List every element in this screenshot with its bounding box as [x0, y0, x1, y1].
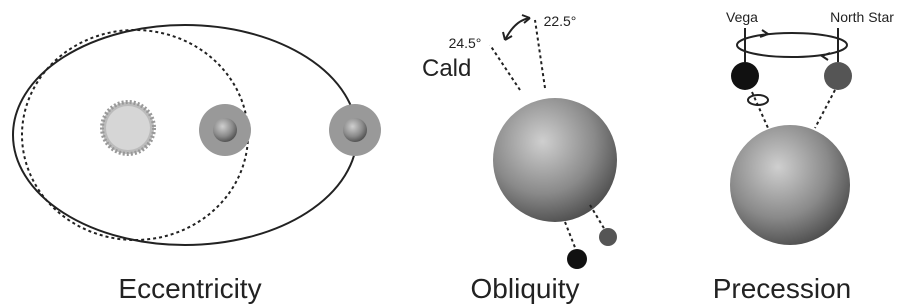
- panel-title: Eccentricity: [118, 273, 261, 304]
- precession-panel: Vega North Star Precession: [713, 9, 894, 304]
- angle-label: 22.5°: [544, 13, 577, 29]
- earth: [493, 98, 617, 222]
- axis-line: [565, 222, 576, 250]
- star-label: North Star: [830, 9, 894, 25]
- panel-title: Obliquity: [471, 273, 580, 304]
- star-label: Vega: [726, 9, 758, 25]
- pole-ball: [731, 62, 759, 90]
- axis-line: [815, 90, 835, 128]
- earth: [213, 118, 237, 142]
- overlay-label: Cald: [422, 55, 471, 82]
- axis-line: [490, 45, 520, 90]
- pole-dot: [567, 249, 587, 269]
- angle-label: 24.5°: [449, 35, 482, 51]
- axis-line: [535, 20, 545, 88]
- earth: [343, 118, 367, 142]
- obliquity-panel: 24.5° 22.5° Cald Obliquity: [422, 13, 617, 304]
- pole-dot: [599, 228, 617, 246]
- precession-orbit: [737, 33, 847, 57]
- earth: [730, 125, 850, 245]
- diagram: Eccentricity 24.5° 22.5° Cald Obliquity …: [0, 0, 901, 304]
- sun-core: [106, 106, 150, 150]
- orbit-ellipse: [13, 25, 357, 245]
- panel-title: Precession: [713, 273, 852, 304]
- pole-ball: [824, 62, 852, 90]
- eccentricity-panel: Eccentricity: [13, 25, 381, 304]
